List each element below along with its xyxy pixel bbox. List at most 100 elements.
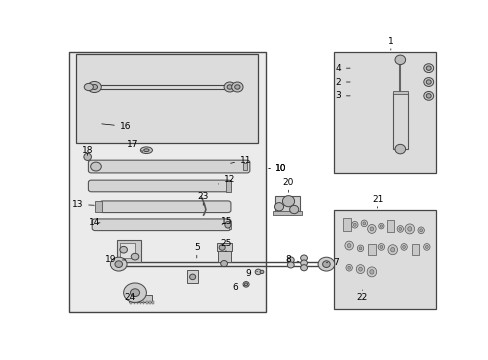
Bar: [343, 218, 350, 231]
Text: 10: 10: [269, 164, 286, 173]
Bar: [148, 301, 150, 304]
Text: 15: 15: [221, 217, 232, 226]
Ellipse shape: [377, 244, 384, 250]
Ellipse shape: [423, 64, 433, 73]
Ellipse shape: [300, 265, 307, 271]
Bar: [68, 51, 265, 312]
Bar: [151, 301, 153, 304]
Bar: [218, 251, 230, 262]
Ellipse shape: [366, 267, 376, 277]
Ellipse shape: [398, 228, 401, 230]
Bar: [142, 301, 144, 304]
Ellipse shape: [407, 227, 411, 231]
Ellipse shape: [234, 85, 240, 89]
FancyBboxPatch shape: [88, 180, 230, 192]
Text: 21: 21: [371, 195, 383, 208]
Text: 24: 24: [124, 293, 136, 302]
Bar: [145, 301, 147, 304]
Bar: [139, 301, 141, 304]
Ellipse shape: [231, 82, 243, 92]
Text: 19: 19: [105, 256, 125, 265]
Ellipse shape: [400, 244, 407, 250]
Text: 10: 10: [275, 164, 286, 173]
Ellipse shape: [426, 80, 430, 84]
Bar: [120, 243, 135, 258]
Ellipse shape: [425, 246, 427, 248]
Text: 20: 20: [282, 178, 294, 192]
Ellipse shape: [390, 247, 394, 252]
Bar: [117, 240, 141, 262]
Ellipse shape: [360, 220, 367, 227]
Text: 5: 5: [194, 243, 199, 258]
Ellipse shape: [289, 205, 298, 214]
Ellipse shape: [345, 264, 352, 271]
Ellipse shape: [423, 91, 433, 100]
Bar: [273, 211, 301, 215]
Text: 23: 23: [197, 192, 208, 205]
Ellipse shape: [380, 225, 382, 228]
Ellipse shape: [287, 257, 294, 263]
Bar: [95, 201, 102, 212]
Ellipse shape: [423, 78, 433, 86]
Ellipse shape: [394, 55, 405, 64]
Bar: [275, 195, 299, 212]
Ellipse shape: [244, 283, 247, 286]
Ellipse shape: [300, 255, 307, 261]
Text: 18: 18: [81, 146, 93, 156]
Bar: [302, 255, 303, 269]
Text: 12: 12: [218, 175, 235, 184]
Bar: [367, 244, 375, 256]
Bar: [411, 244, 418, 256]
Text: 4: 4: [334, 64, 349, 73]
Ellipse shape: [369, 270, 373, 274]
Ellipse shape: [419, 229, 422, 232]
Text: 22: 22: [356, 290, 367, 302]
Ellipse shape: [243, 282, 248, 287]
Ellipse shape: [274, 203, 283, 211]
Bar: [243, 163, 246, 170]
Ellipse shape: [356, 265, 364, 274]
Ellipse shape: [131, 253, 139, 260]
Bar: [392, 93, 407, 149]
Text: 6: 6: [232, 283, 244, 292]
Ellipse shape: [394, 144, 405, 154]
Ellipse shape: [143, 149, 149, 152]
Bar: [130, 301, 132, 304]
Text: 1: 1: [387, 37, 393, 50]
Ellipse shape: [189, 274, 195, 280]
Ellipse shape: [402, 246, 405, 248]
Bar: [392, 91, 407, 94]
Ellipse shape: [423, 244, 429, 250]
Ellipse shape: [224, 221, 230, 228]
Ellipse shape: [110, 257, 127, 271]
FancyBboxPatch shape: [92, 219, 230, 231]
Ellipse shape: [404, 224, 414, 234]
Ellipse shape: [362, 222, 365, 225]
Ellipse shape: [260, 270, 264, 274]
Bar: [186, 270, 198, 283]
Ellipse shape: [130, 289, 139, 297]
Ellipse shape: [378, 223, 383, 229]
Ellipse shape: [426, 66, 430, 70]
Text: 7: 7: [326, 258, 338, 267]
Ellipse shape: [426, 94, 430, 98]
Bar: [386, 220, 394, 232]
Ellipse shape: [387, 245, 397, 255]
Ellipse shape: [91, 85, 97, 90]
Text: 3: 3: [334, 91, 349, 100]
Ellipse shape: [115, 261, 122, 267]
Ellipse shape: [224, 82, 235, 92]
Ellipse shape: [84, 153, 91, 161]
Text: 2: 2: [334, 77, 349, 86]
Ellipse shape: [255, 269, 261, 275]
Bar: [129, 296, 152, 302]
Ellipse shape: [344, 241, 353, 250]
Ellipse shape: [358, 247, 361, 250]
Ellipse shape: [346, 244, 350, 248]
Text: 11: 11: [230, 156, 251, 165]
Ellipse shape: [379, 246, 382, 248]
Ellipse shape: [347, 266, 350, 269]
Ellipse shape: [396, 226, 403, 232]
Ellipse shape: [357, 245, 363, 252]
Ellipse shape: [84, 84, 93, 91]
